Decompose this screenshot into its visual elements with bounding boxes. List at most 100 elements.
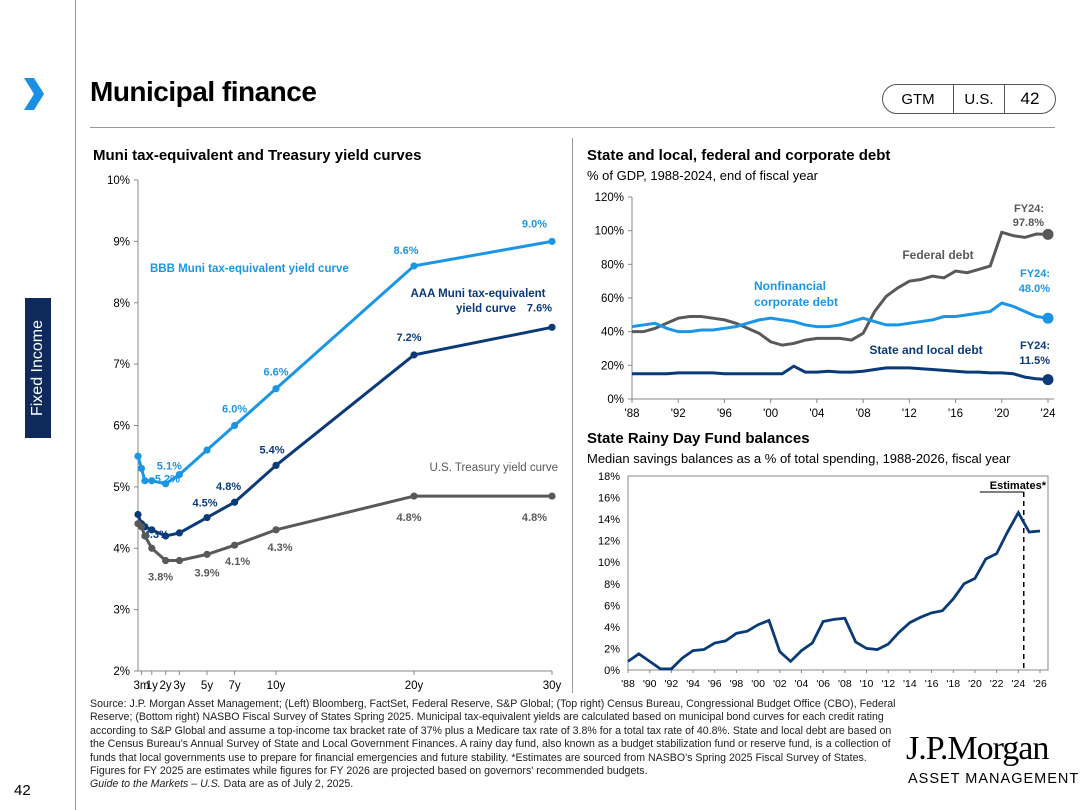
jpmorgan-logo: J.P.Morgan [906,730,1049,767]
corporate-end-label-line2: 48.0% [1019,283,1050,295]
yield-chart-title: Muni tax-equivalent and Treasury yield c… [93,147,422,164]
data-point [203,513,211,522]
data-point [410,492,418,500]
x-tick-label: 3m [133,680,149,692]
y-tick-label: 0% [604,665,620,677]
x-tick-label: '16 [925,678,939,690]
data-label: 9.0% [522,218,547,230]
rainy-chart-title: State Rainy Day Fund balances [587,430,810,447]
data-label: 4.8% [522,512,547,524]
y-tick-label: 100% [595,226,624,238]
x-tick-label: '00 [763,408,778,420]
data-point [141,532,149,540]
section-tab-label: Fixed Income [29,319,46,417]
y-tick-label: 60% [601,293,624,305]
rainy-day-chart: Estimates* 0% 2% 4% 6% 8% 10% 12% 14% 16% 18% '88 '… [598,471,1049,690]
aaa-series-label-line2: yield curve [456,303,516,315]
end-point-marker [1042,228,1054,240]
x-tick-label: '26 [1033,678,1047,690]
data-point [272,526,280,534]
data-point [231,498,239,506]
corporate-end-label-line1: FY24: [1020,268,1050,280]
data-point [137,464,146,473]
x-tick-label: '88 [625,408,640,420]
y-tick-label: 5% [113,482,130,494]
footnote: Source: J.P. Morgan Asset Management; (L… [90,698,902,792]
y-tick-label: 4% [113,543,130,555]
y-tick-label: 8% [604,579,620,591]
pill-region: U.S. [954,85,1005,113]
x-tick-label: '12 [881,678,895,690]
data-label: 4.1% [225,556,250,568]
x-tick-label: '92 [671,408,686,420]
y-tick-label: 16% [598,493,620,505]
y-tick-label: 20% [601,360,624,372]
data-label: 5.4% [259,444,284,456]
treasury-series-label: U.S. Treasury yield curve [430,462,558,474]
data-label: 8.6% [393,245,418,257]
x-tick-label: '08 [856,408,871,420]
data-point [272,461,280,469]
data-point [162,556,170,565]
x-tick-label: '98 [730,678,744,690]
data-label: 7.2% [396,332,421,344]
page-number: 42 [14,782,31,799]
y-tick-label: 2% [604,643,620,655]
data-point [175,529,183,537]
series-line-bbb [136,239,553,486]
data-point [231,421,239,430]
y-tick-label: 120% [595,192,624,204]
plot-frame [627,475,1049,671]
x-tick-label: '22 [990,678,1004,690]
data-label: 4.8% [396,512,421,524]
title-divider [90,127,1055,128]
data-point [410,262,418,270]
data-label: 6.0% [222,404,247,416]
y-tick-label: 40% [601,327,624,339]
y-tick-label: 12% [598,536,620,548]
data-label: 4.8% [216,481,241,493]
series-line-rainy-day [627,509,1041,671]
footnote-text: Source: J.P. Morgan Asset Management; (L… [90,698,896,778]
x-tick-label: '12 [902,408,917,420]
y-tick-label: 14% [598,514,620,526]
y-tick-label: 7% [113,359,130,371]
state-end-label-line1: FY24: [1020,340,1050,352]
data-point [148,526,156,534]
data-label: 3.9% [194,567,219,579]
data-point [162,480,170,488]
asset-management-logo: ASSET MANAGEMENT [908,771,1080,787]
series-line-state-local [632,364,1049,382]
x-tick-label: '04 [809,408,825,420]
data-label: 4.3% [144,529,169,541]
x-tick-label: '04 [795,678,809,690]
y-tick-label: 6% [113,421,130,433]
x-tick-label: '90 [643,678,657,690]
debt-chart-title: State and local, federal and corporate d… [587,147,891,164]
x-tick-label: '96 [708,678,722,690]
left-margin-rule [75,0,76,810]
corporate-debt-label-line1: Nonfinancial [754,279,826,293]
y-tick-label: 3% [113,605,130,617]
data-point [548,323,556,331]
series-line-federal [632,230,1049,347]
y-tick-label: 18% [598,471,620,483]
x-tick-label: 30y [543,680,562,692]
column-divider [572,138,573,693]
y-tick-label: 0% [607,394,624,406]
data-point [148,477,156,485]
yield-curve-chart: BBB Muni tax-equivalent yield curve AAA … [107,175,562,692]
x-tick-label: 10y [267,680,286,692]
federal-end-label-line1: FY24: [1014,203,1044,215]
x-tick-label: '94 [686,678,700,690]
x-tick-label: '24 [1041,408,1057,420]
x-tick-label: '92 [665,678,679,690]
guide-title: Guide to the Markets – U.S. [90,778,221,791]
data-point [134,452,142,460]
section-tab [25,298,51,438]
aaa-series-label-line1: AAA Muni tax-equivalent [410,288,545,300]
estimates-label: Estimates* [990,480,1047,492]
end-point-marker [1042,374,1054,386]
data-point [272,385,280,393]
data-label: 4.3% [267,542,292,554]
